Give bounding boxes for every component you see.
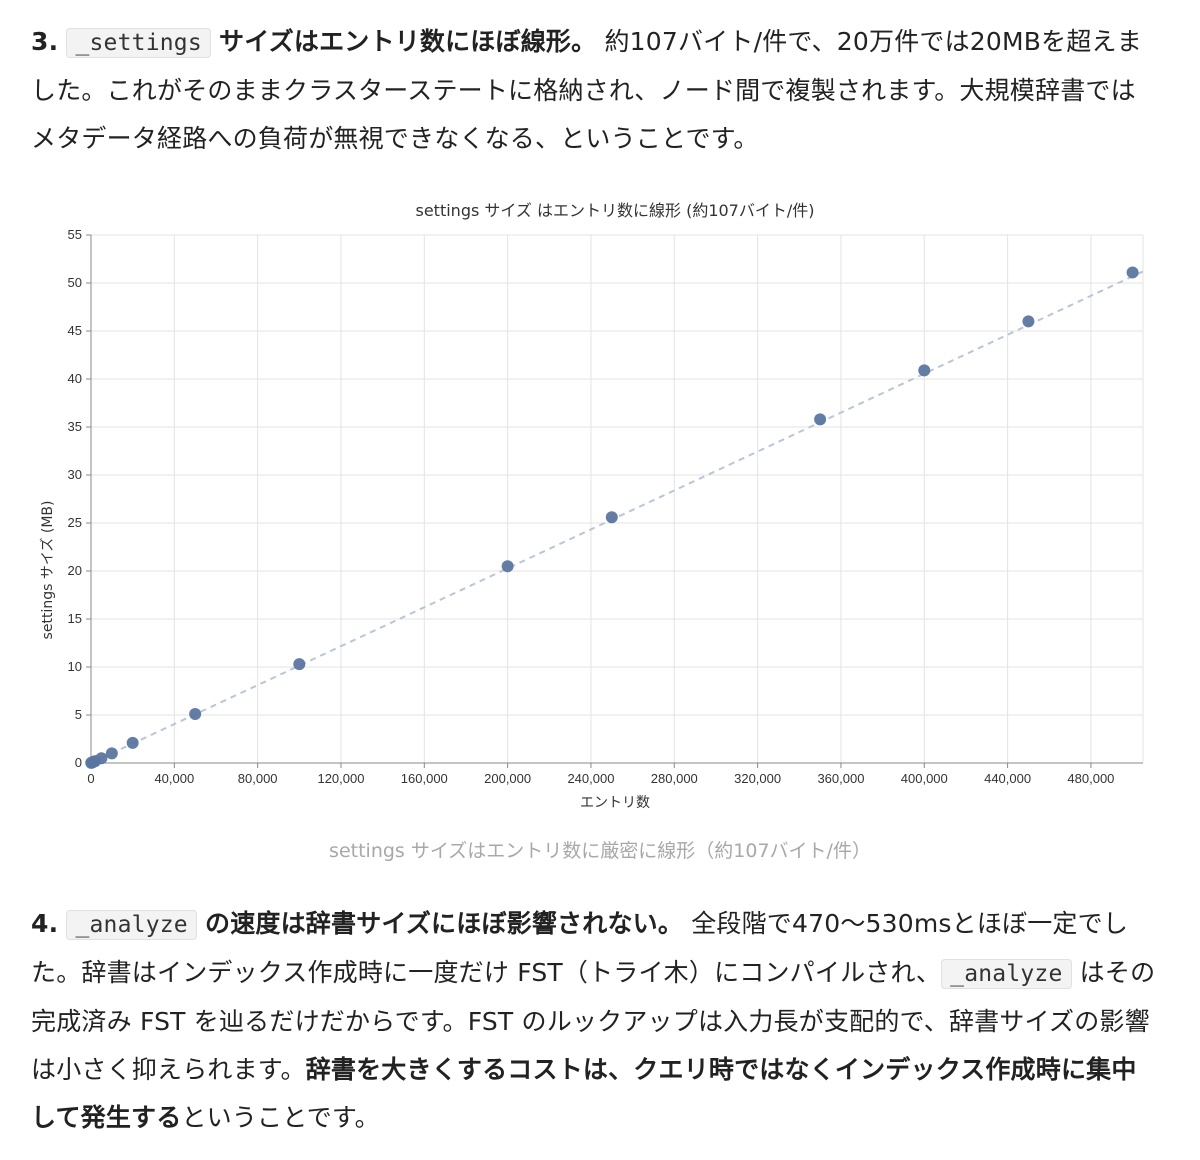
item-4-emphasis: 辞書を大きくするコストは、クエリ時ではなくインデックス作成時に集中して発生する bbox=[31, 1055, 1137, 1132]
data-point bbox=[105, 747, 118, 760]
chart-title: settings サイズ はエントリ数に線形 (約107バイト/件) bbox=[416, 201, 815, 220]
y-tick-label: 0 bbox=[75, 755, 82, 770]
x-tick-label: 0 bbox=[87, 771, 94, 786]
item-3-number: 3. bbox=[31, 27, 59, 56]
y-tick-label: 55 bbox=[68, 227, 82, 242]
data-point bbox=[95, 752, 108, 765]
x-tick-label: 160,000 bbox=[401, 771, 448, 786]
y-tick-label: 45 bbox=[68, 323, 82, 338]
x-tick-label: 360,000 bbox=[817, 771, 864, 786]
data-point bbox=[501, 560, 514, 573]
y-tick-label: 15 bbox=[68, 611, 82, 626]
data-point bbox=[293, 658, 306, 671]
analyze-code-2: _analyze bbox=[941, 959, 1072, 989]
x-tick-label: 240,000 bbox=[567, 771, 614, 786]
x-tick-label: 480,000 bbox=[1067, 771, 1114, 786]
y-tick-label: 5 bbox=[75, 707, 82, 722]
settings-size-chart: settings サイズ はエントリ数に線形 (約107バイト/件) 0 40,0… bbox=[0, 190, 1200, 830]
x-tick-label: 80,000 bbox=[238, 771, 278, 786]
data-point bbox=[126, 736, 139, 749]
item-4-text-2: はその完成済み FST を辿るだけだからです。FST のルックアップは入力長が支… bbox=[31, 958, 1156, 1084]
y-tick-label: 20 bbox=[68, 563, 82, 578]
y-axis-label: settings サイズ (MB) bbox=[40, 501, 56, 640]
x-tick-label: 320,000 bbox=[734, 771, 781, 786]
item-4-paragraph: 4. _analyze の速度は辞書サイズにほぼ影響されない。 全段階で470〜… bbox=[31, 900, 1159, 1142]
chart-grid bbox=[90, 234, 1144, 764]
y-tick-label: 35 bbox=[68, 419, 82, 434]
x-tick-label: 200,000 bbox=[484, 771, 531, 786]
item-3-lead: サイズはエントリ数にほぼ線形。 bbox=[219, 27, 597, 56]
data-point bbox=[189, 708, 202, 721]
data-point bbox=[814, 413, 827, 426]
x-tick-label: 40,000 bbox=[154, 771, 194, 786]
chart-points bbox=[85, 266, 1139, 769]
data-point bbox=[1126, 266, 1139, 279]
x-tick-label: 280,000 bbox=[651, 771, 698, 786]
item-4-text-3: ということです。 bbox=[181, 1103, 380, 1132]
y-tick-label: 10 bbox=[68, 659, 82, 674]
y-tick-label: 30 bbox=[68, 467, 82, 482]
y-tick-label: 50 bbox=[68, 275, 82, 290]
x-tick-label: 440,000 bbox=[984, 771, 1031, 786]
item-4-lead: の速度は辞書サイズにほぼ影響されない。 bbox=[205, 909, 684, 938]
item-3-text: 約107バイト/件で、20万件では20MBを超えました。これがそのままクラスター… bbox=[31, 27, 1142, 153]
chart-axes: 0 40,000 80,000 120,000 160,000 200,000 240,00… bbox=[68, 227, 1143, 786]
x-tick-label: 400,000 bbox=[901, 771, 948, 786]
y-tick-label: 40 bbox=[68, 371, 82, 386]
item-4-number: 4. bbox=[31, 909, 59, 938]
chart-caption: settings サイズはエントリ数に厳密に線形（約107バイト/件） bbox=[329, 840, 871, 862]
settings-code: _settings bbox=[66, 28, 211, 58]
x-axis-label: エントリ数 bbox=[580, 795, 650, 811]
y-tick-label: 25 bbox=[68, 515, 82, 530]
data-point bbox=[918, 364, 931, 377]
x-tick-label: 120,000 bbox=[317, 771, 364, 786]
chart-svg: settings サイズ はエントリ数に線形 (約107バイト/件) 0 40,0… bbox=[40, 201, 1144, 811]
data-point bbox=[1022, 315, 1035, 328]
analyze-code: _analyze bbox=[66, 910, 197, 940]
data-point bbox=[605, 511, 618, 524]
item-3-paragraph: 3. _settings サイズはエントリ数にほぼ線形。 約107バイト/件で、… bbox=[31, 18, 1159, 163]
item-4-text-1: 全段階で470〜530msとほぼ一定でした。辞書はインデックス作成時に一度だけ … bbox=[31, 909, 1129, 987]
